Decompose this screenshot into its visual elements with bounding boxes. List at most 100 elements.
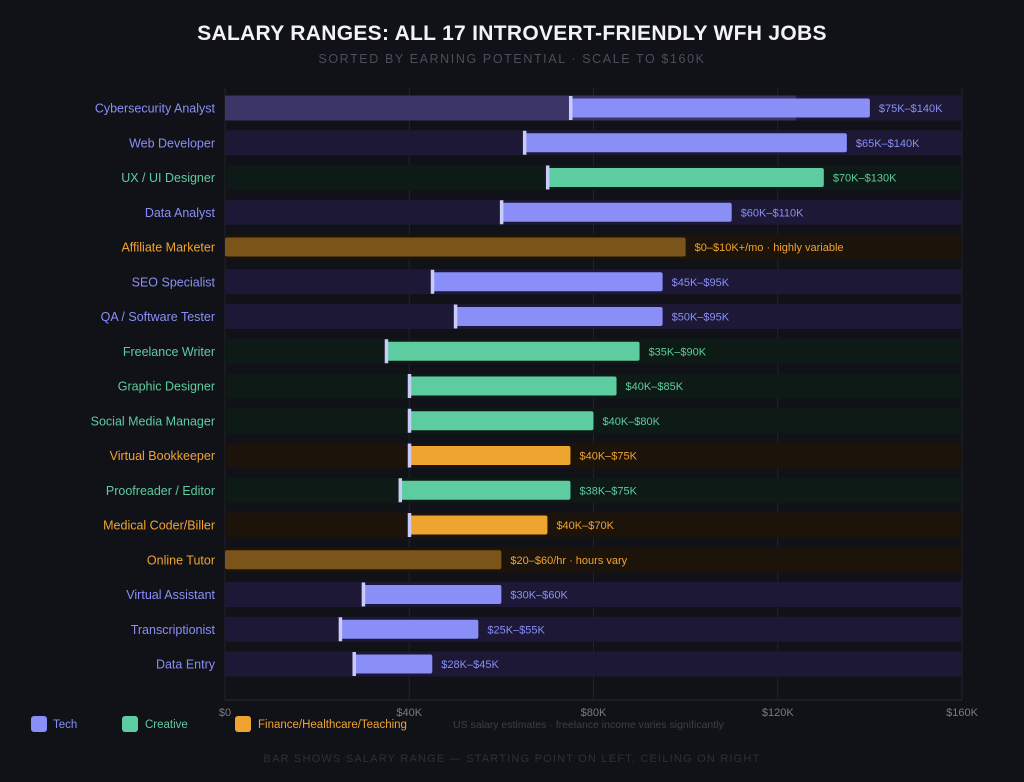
start-marker (407, 374, 412, 398)
start-marker (407, 408, 412, 433)
bar-row: Data Analyst $60K–$110K (145, 199, 962, 225)
legend: Tech Creative Finance/Healthcare/Teachin… (31, 716, 407, 732)
legend-label-finance: Finance/Healthcare/Teaching (258, 719, 407, 731)
value-label: $25K–$55K (487, 624, 545, 636)
chart-note: US salary estimates · freelance income v… (453, 719, 725, 731)
value-label: $40K–$85K (626, 381, 684, 393)
chart-subtitle: SORTED BY EARNING POTENTIAL · SCALE TO $… (318, 52, 705, 66)
category-label: Proofreader / Editor (106, 484, 215, 498)
start-marker (453, 304, 458, 329)
value-label: $50K–$95K (672, 312, 730, 324)
category-label: SEO Specialist (132, 275, 216, 289)
bar-row: UX / UI Designer $70K–$130K (121, 165, 962, 190)
start-marker (398, 478, 403, 503)
value-label: $75K–$140K (879, 103, 943, 115)
value-label: $40K–$80K (603, 416, 661, 428)
start-marker (545, 165, 550, 190)
bar-row: Online Tutor $20–$60/hr · hours vary (147, 547, 962, 573)
range-bar (225, 550, 502, 570)
range-bar (409, 515, 548, 535)
category-label: UX / UI Designer (121, 171, 215, 185)
row-band (225, 477, 962, 503)
bar-row: QA / Software Tester $50K–$95K (101, 304, 962, 329)
range-bar (409, 446, 571, 465)
category-label: Affiliate Marketer (121, 241, 215, 255)
start-marker (338, 617, 343, 642)
category-label: Data Analyst (145, 206, 216, 220)
x-tick-label: $120K (762, 707, 794, 719)
value-label: $70K–$130K (833, 173, 897, 185)
range-bar (409, 411, 594, 431)
legend-swatch-finance (235, 716, 251, 732)
category-label: Cybersecurity Analyst (95, 102, 216, 116)
value-label: $65K–$140K (856, 138, 920, 150)
row-band (225, 443, 962, 468)
value-label: $35K–$90K (649, 346, 707, 358)
range-bar (340, 619, 479, 639)
range-bar (225, 237, 686, 257)
bar-row: Data Entry $28K–$45K (156, 651, 962, 677)
bar-row: Proofreader / Editor $38K–$75K (106, 477, 962, 503)
row-band (225, 616, 962, 642)
legend-label-creative: Creative (145, 719, 188, 731)
bar-row: Cybersecurity Analyst $75K–$140K (95, 95, 962, 121)
x-tick-label: $40K (396, 707, 422, 719)
category-label: Transcriptionist (131, 623, 216, 637)
row-band (225, 512, 962, 538)
category-label: Web Developer (129, 136, 215, 150)
start-marker (430, 269, 435, 294)
legend-label-tech: Tech (53, 719, 77, 731)
range-bar (501, 202, 732, 222)
range-bar (409, 376, 617, 396)
start-marker (522, 130, 527, 155)
value-label: $40K–$70K (556, 520, 614, 532)
bar-row: Affiliate Marketer $0–$10K+/mo · highly v… (121, 234, 962, 260)
bar-row: Virtual Assistant $30K–$60K (126, 582, 962, 607)
range-bar (455, 307, 663, 326)
bar-row: Web Developer $65K–$140K (129, 130, 962, 156)
category-label: Social Media Manager (91, 414, 215, 428)
legend-swatch-tech (31, 716, 47, 732)
bar-row: SEO Specialist $45K–$95K (132, 269, 962, 295)
range-bar (570, 98, 870, 118)
value-label: $60K–$110K (741, 207, 804, 219)
category-label: Virtual Bookkeeper (110, 449, 215, 463)
range-bar (363, 585, 502, 604)
bar-row: Medical Coder/Biller $40K–$70K (103, 512, 962, 538)
start-marker (499, 200, 504, 225)
category-label: Medical Coder/Biller (103, 519, 215, 533)
legend-swatch-creative (122, 716, 138, 732)
value-label: $0–$10K+/mo · highly variable (695, 242, 844, 254)
category-label: Online Tutor (147, 553, 215, 567)
range-bar (524, 133, 847, 153)
value-label: $45K–$95K (672, 277, 730, 289)
row-band (225, 651, 962, 677)
start-marker (407, 443, 412, 468)
value-label: $28K–$45K (441, 659, 499, 671)
category-label: Data Entry (156, 658, 216, 672)
start-marker (361, 582, 366, 607)
x-tick-label: $160K (946, 707, 978, 719)
value-label: $40K–$75K (579, 451, 637, 463)
range-bar (353, 654, 433, 674)
bar-rows: Cybersecurity Analyst $75K–$140K Web Devel… (91, 95, 962, 677)
range-bar (547, 168, 824, 187)
value-label: $38K–$75K (579, 485, 637, 497)
value-label: $30K–$60K (510, 590, 568, 602)
range-bar (400, 480, 571, 500)
category-label: QA / Software Tester (101, 310, 215, 324)
bar-row: Freelance Writer $35K–$90K (123, 338, 962, 364)
bar-row: Transcriptionist $25K–$55K (131, 616, 962, 642)
bar-row: Virtual Bookkeeper $40K–$75K (110, 443, 962, 468)
bar-row: Social Media Manager $40K–$80K (91, 408, 962, 434)
start-marker (384, 339, 389, 364)
x-tick-label: $80K (581, 707, 607, 719)
x-tick-label: $0 (219, 707, 231, 719)
range-bar (386, 341, 640, 361)
value-label: $20–$60/hr · hours vary (510, 555, 627, 567)
start-marker (568, 96, 573, 120)
chart-footer: BAR SHOWS SALARY RANGE — STARTING POINT … (264, 753, 761, 765)
chart-title: SALARY RANGES: ALL 17 INTROVERT-FRIENDLY… (197, 22, 827, 45)
start-marker (352, 652, 356, 676)
